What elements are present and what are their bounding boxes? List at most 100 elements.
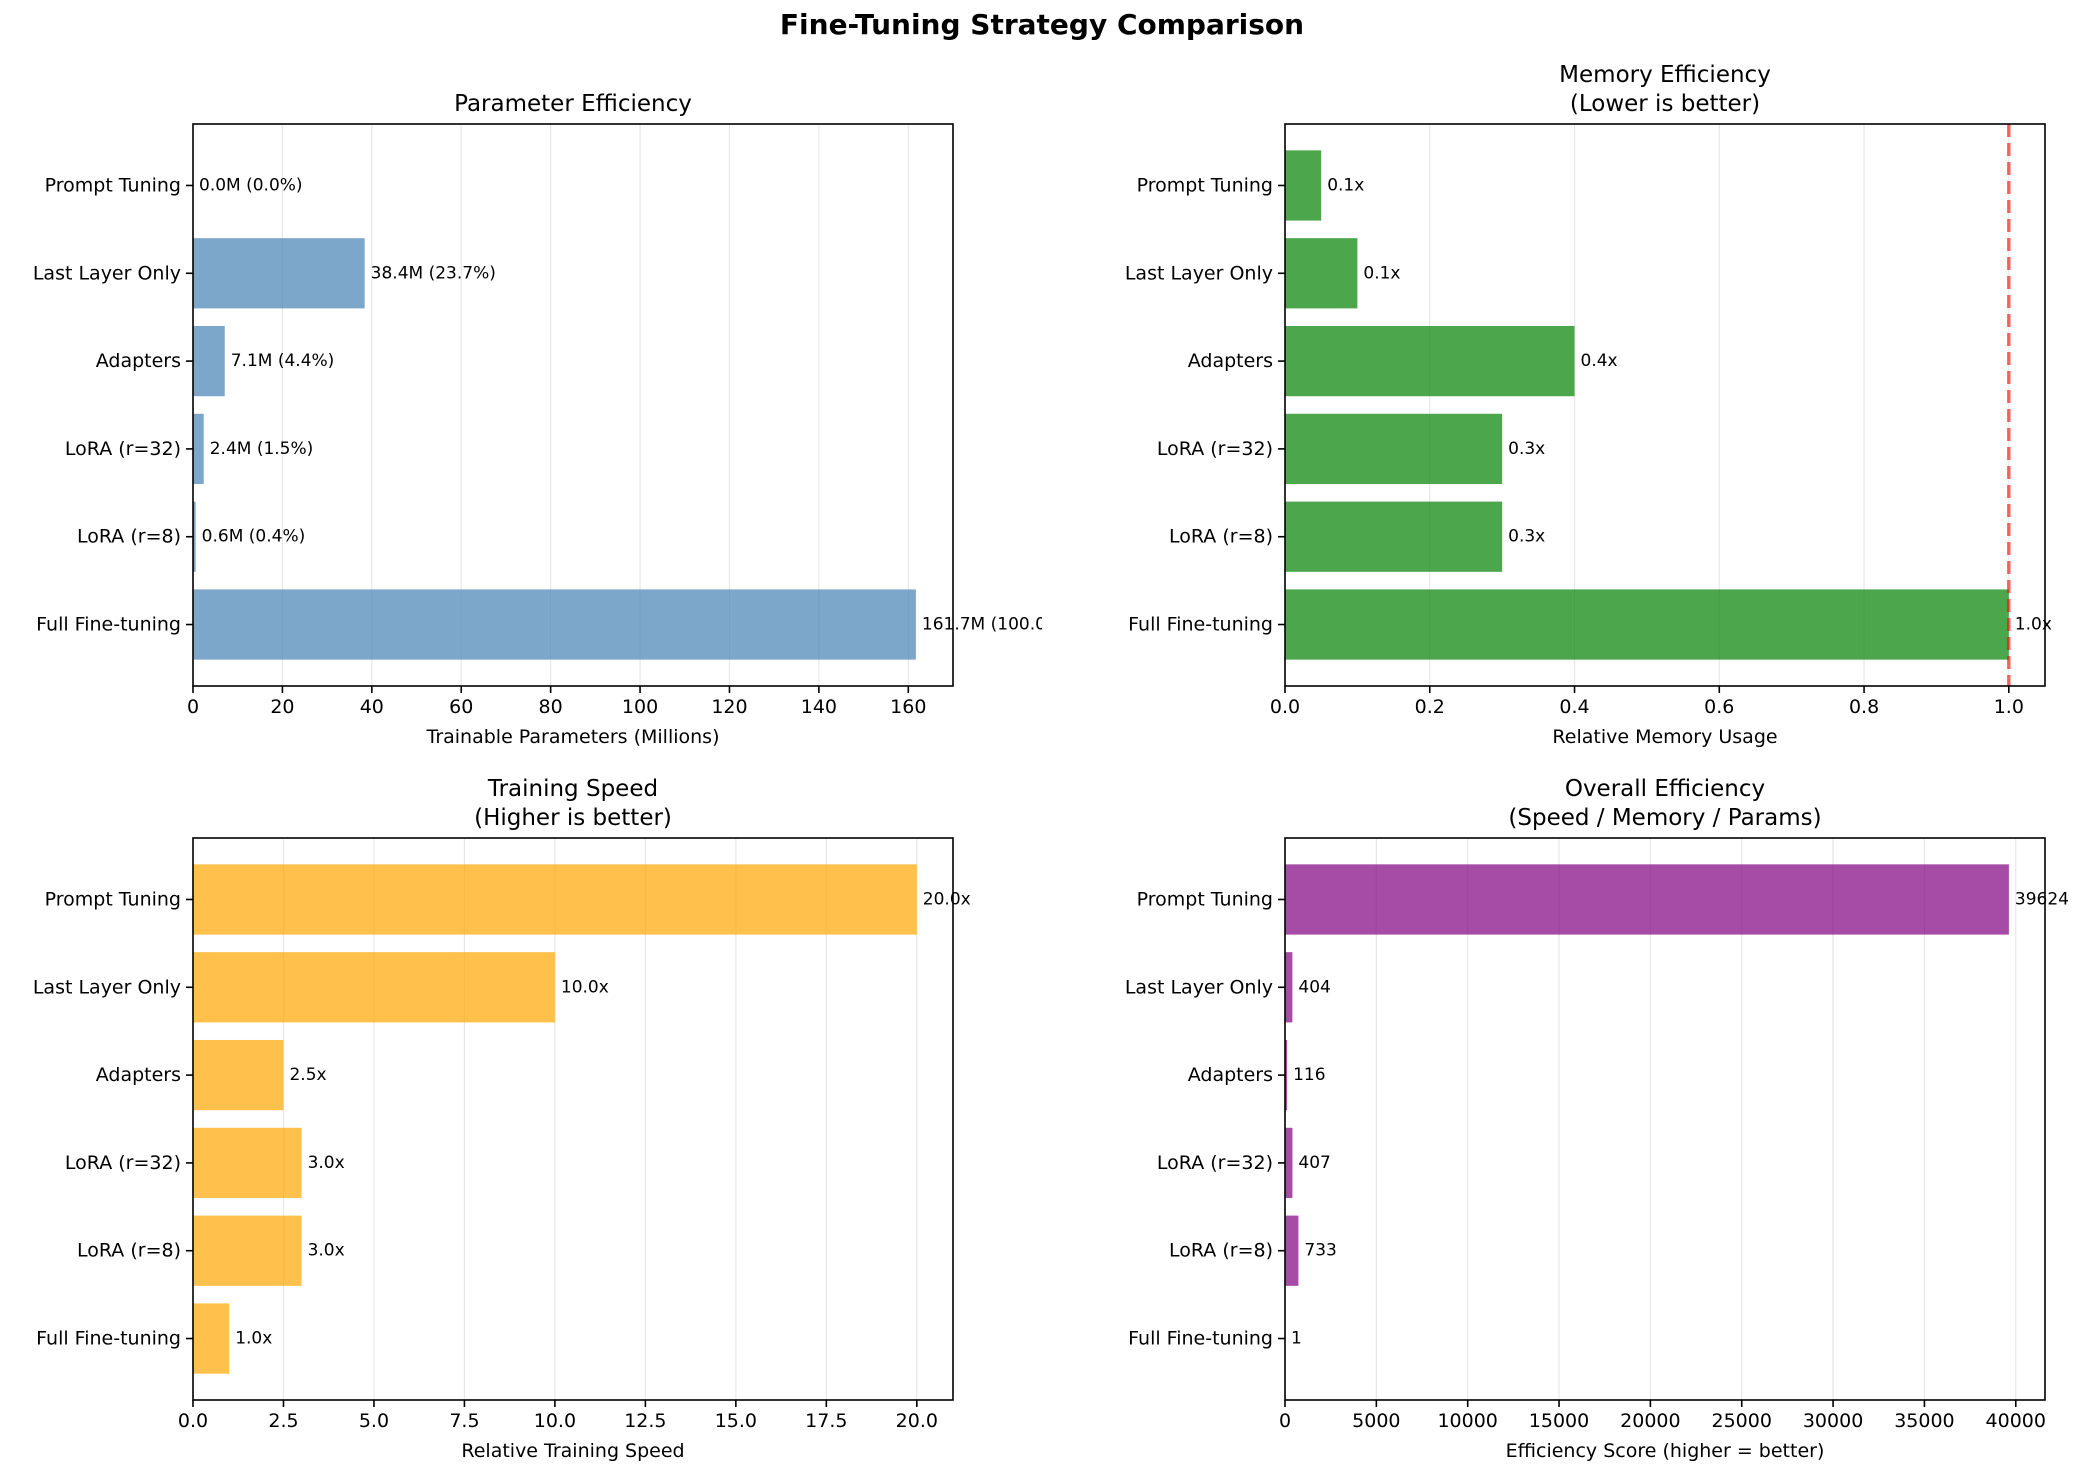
chart2-ytick-label-lora-r-8: LoRA (r=8) xyxy=(1169,526,1273,548)
chart2-data-label-full-fine-tuning: 1.0x xyxy=(2015,615,2052,635)
chart4-data-label-full-fine-tuning: 1 xyxy=(1291,1329,1302,1349)
chart1-bar-adapters xyxy=(193,325,225,397)
chart1-data-label-lora-r-8: 0.6M (0.4%) xyxy=(202,527,306,547)
chart1-xtick-label-5: 100 xyxy=(622,696,658,718)
chart3-data-label-prompt-tuning: 20.0x xyxy=(923,889,971,909)
chart2-ytick-label-last-layer-only: Last Layer Only xyxy=(1125,262,1273,284)
chart1-ytick-label-full-fine-tuning: Full Fine-tuning xyxy=(36,614,181,636)
chart1-title: Parameter Efficiency xyxy=(454,91,692,117)
chart4-ytick-label-lora-r-8: LoRA (r=8) xyxy=(1169,1240,1273,1262)
chart1-data-label-lora-r-32: 2.4M (1.5%) xyxy=(210,439,314,459)
chart2-data-label-lora-r-8: 0.3x xyxy=(1508,527,1545,547)
chart1-xtick-label-0: 0 xyxy=(187,696,199,718)
chart3-bar-prompt-tuning xyxy=(193,864,917,935)
chart3-xtick-label-2: 5.0 xyxy=(359,1410,389,1432)
chart1-xtick-label-6: 120 xyxy=(711,696,747,718)
chart2-xtick-label-3: 0.6 xyxy=(1704,696,1734,718)
chart1-ytick-label-lora-r-8: LoRA (r=8) xyxy=(77,526,181,548)
chart3-bar-last-layer-only xyxy=(193,952,555,1023)
chart3-bar-lora-r-8 xyxy=(193,1215,302,1286)
chart1-ytick-label-lora-r-32: LoRA (r=32) xyxy=(65,438,181,460)
chart3-data-label-last-layer-only: 10.0x xyxy=(561,977,609,997)
chart4-xtick-label-8: 40000 xyxy=(1986,1410,2046,1432)
chart2-axes-frame xyxy=(1284,123,2046,687)
chart4-ytick-label-full-fine-tuning: Full Fine-tuning xyxy=(1128,1328,1273,1350)
chart3-ytick-label-adapters: Adapters xyxy=(96,1064,181,1086)
chart3-bar-full-fine-tuning xyxy=(193,1303,230,1374)
chart1-data-label-prompt-tuning: 0.0M (0.0%) xyxy=(199,175,303,195)
chart3-xtick-label-5: 12.5 xyxy=(624,1410,666,1432)
chart2-bar-last-layer-only xyxy=(1285,238,1358,309)
chart1-data-label-last-layer-only: 38.4M (23.7%) xyxy=(371,263,496,283)
chart1-xlabel: Trainable Parameters (Millions) xyxy=(426,726,720,748)
chart2-xtick-label-0: 0.0 xyxy=(1270,696,1300,718)
chart3-xtick-label-1: 2.5 xyxy=(268,1410,298,1432)
chart2-data-label-last-layer-only: 0.1x xyxy=(1363,263,1400,283)
chart4-title: Overall Efficiency xyxy=(1565,776,1765,802)
chart2-bar-full-fine-tuning xyxy=(1285,589,2009,660)
chart2-title: Memory Efficiency xyxy=(1559,62,1771,88)
chart1-bar-full-fine-tuning xyxy=(193,589,916,660)
chart1-xtick-label-3: 60 xyxy=(449,696,473,718)
chart3-bar-adapters xyxy=(193,1039,284,1111)
chart1-bar-last-layer-only xyxy=(193,238,365,309)
chart1-xtick-label-8: 160 xyxy=(890,696,926,718)
chart2-data-label-lora-r-32: 0.3x xyxy=(1508,439,1545,459)
chart2-ytick-label-prompt-tuning: Prompt Tuning xyxy=(1137,174,1273,196)
chart2-xtick-label-2: 0.4 xyxy=(1559,696,1589,718)
chart3-xtick-label-8: 20.0 xyxy=(896,1410,938,1432)
chart1-xtick-label-2: 40 xyxy=(360,696,384,718)
chart2-xlabel: Relative Memory Usage xyxy=(1552,726,1777,748)
chart1-bar-lora-r-8 xyxy=(193,501,196,572)
chart4-ytick-label-adapters: Adapters xyxy=(1188,1064,1273,1086)
chart3-data-label-lora-r-32: 3.0x xyxy=(308,1153,345,1173)
parameter-efficiency-chart: 161.7M (100.0%) 0.6M (0.4%) 2.4M (1.5%) 7.1… xyxy=(33,91,1042,748)
chart1-xtick-label-7: 140 xyxy=(801,696,837,718)
chart3-data-label-adapters: 2.5x xyxy=(289,1065,326,1085)
chart3-xtick-label-3: 7.5 xyxy=(449,1410,479,1432)
chart2-ytick-label-full-fine-tuning: Full Fine-tuning xyxy=(1128,614,1273,636)
chart4-data-label-lora-r-8: 733 xyxy=(1304,1241,1336,1261)
chart1-axes-frame xyxy=(192,123,954,687)
chart4-axes-frame xyxy=(1284,837,2046,1401)
chart4-bar-prompt-tuning xyxy=(1285,864,2009,935)
chart3-data-label-full-fine-tuning: 1.0x xyxy=(235,1329,272,1349)
chart4-subtitle: (Speed / Memory / Params) xyxy=(1508,805,1821,831)
chart4-xtick-label-3: 15000 xyxy=(1529,1410,1589,1432)
chart1-xtick-label-4: 80 xyxy=(539,696,563,718)
chart4-xtick-label-6: 30000 xyxy=(1803,1410,1863,1432)
memory-efficiency-chart: 1.0x 0.3x 0.3x 0.4x 0.1x 0.1x 0.0 0.2 0.4 0.6 0.8 1… xyxy=(1125,62,2052,748)
chart1-bar-lora-r-32 xyxy=(193,413,204,485)
chart4-xtick-label-5: 25000 xyxy=(1712,1410,1772,1432)
chart3-ytick-label-lora-r-32: LoRA (r=32) xyxy=(65,1152,181,1174)
chart4-data-label-lora-r-32: 407 xyxy=(1298,1153,1330,1173)
chart4-bar-last-layer-only xyxy=(1285,952,1293,1023)
chart3-xtick-label-6: 15.0 xyxy=(715,1410,757,1432)
chart2-data-label-prompt-tuning: 0.1x xyxy=(1327,175,1364,195)
chart1-ytick-label-prompt-tuning: Prompt Tuning xyxy=(45,174,181,196)
chart1-data-label-full-fine-tuning: 161.7M (100.0%) xyxy=(922,615,1042,635)
chart2-bar-lora-r-32 xyxy=(1285,413,1503,485)
chart3-subtitle: (Higher is better) xyxy=(474,805,672,831)
chart4-xtick-label-4: 20000 xyxy=(1620,1410,1680,1432)
chart2-bar-adapters xyxy=(1285,325,1575,397)
chart1-xtick-label-1: 20 xyxy=(270,696,294,718)
chart1-data-label-adapters: 7.1M (4.4%) xyxy=(231,351,335,371)
chart2-xtick-label-1: 0.2 xyxy=(1415,696,1445,718)
chart3-ytick-label-last-layer-only: Last Layer Only xyxy=(33,976,181,998)
chart3-ytick-label-full-fine-tuning: Full Fine-tuning xyxy=(36,1328,181,1350)
chart2-ytick-label-adapters: Adapters xyxy=(1188,350,1273,372)
chart1-ytick-label-last-layer-only: Last Layer Only xyxy=(33,262,181,284)
chart3-xtick-label-7: 17.5 xyxy=(805,1410,847,1432)
chart1-ytick-label-adapters: Adapters xyxy=(96,350,181,372)
chart3-axes-frame xyxy=(192,837,954,1401)
chart4-xtick-label-7: 35000 xyxy=(1894,1410,1954,1432)
training-speed-chart: 1.0x 3.0x 3.0x 2.5x 10.0x 20.0x 0.0 2.5 5.0 7.5 10… xyxy=(33,776,971,1462)
chart2-xtick-label-4: 0.8 xyxy=(1849,696,1879,718)
chart4-data-label-last-layer-only: 404 xyxy=(1298,977,1330,997)
chart3-ytick-label-lora-r-8: LoRA (r=8) xyxy=(77,1240,181,1262)
chart4-bar-adapters xyxy=(1285,1039,1288,1111)
chart4-ytick-label-last-layer-only: Last Layer Only xyxy=(1125,976,1273,998)
chart2-data-label-adapters: 0.4x xyxy=(1581,351,1618,371)
